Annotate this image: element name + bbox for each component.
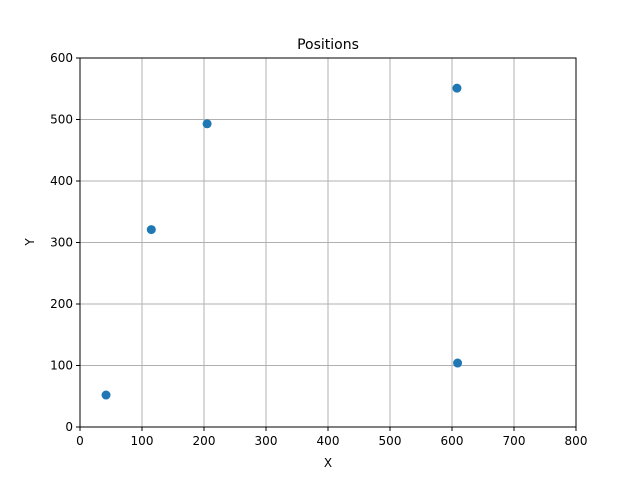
y-tick-label: 0	[65, 420, 73, 434]
x-tick-label: 300	[255, 434, 278, 448]
data-points	[101, 83, 463, 400]
y-tick-label: 400	[50, 174, 73, 188]
plot-frame	[79, 57, 577, 428]
scatter-point	[101, 390, 111, 400]
x-tick-label: 0	[76, 434, 84, 448]
chart-title: Positions	[297, 37, 359, 53]
x-tick-label: 200	[193, 434, 216, 448]
scatter-point	[146, 225, 156, 235]
y-tick-label: 300	[50, 236, 73, 250]
scatter-point	[452, 83, 462, 93]
axis-ticks: 0 100 200 300 400 500 600 700 800 0 100 200 300 400 50…	[50, 51, 587, 448]
y-axis-label: Y	[23, 238, 37, 247]
y-tick-label: 100	[50, 359, 73, 373]
x-tick-label: 600	[441, 434, 464, 448]
y-tick-label: 200	[50, 297, 73, 311]
y-tick-label: 500	[50, 113, 73, 127]
x-tick-label: 500	[379, 434, 402, 448]
x-axis-label: X	[324, 456, 332, 470]
x-tick-label: 700	[503, 434, 526, 448]
y-tick-label: 600	[50, 51, 73, 65]
scatter-point	[453, 358, 463, 368]
x-tick-label: 800	[565, 434, 588, 448]
x-tick-label: 100	[131, 434, 154, 448]
x-tick-label: 400	[317, 434, 340, 448]
grid	[79, 57, 577, 428]
scatter-point	[202, 119, 212, 129]
